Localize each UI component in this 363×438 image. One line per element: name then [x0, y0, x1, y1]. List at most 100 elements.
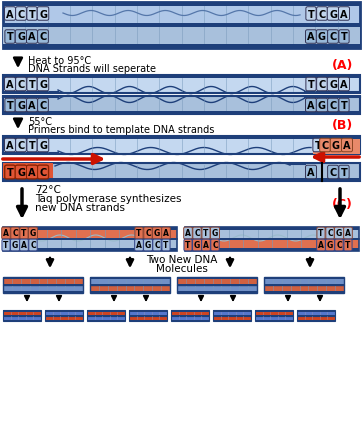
Bar — [3, 315, 41, 317]
Text: T: T — [7, 32, 13, 42]
Text: A: A — [136, 241, 142, 250]
Text: A: A — [203, 241, 209, 250]
Bar — [297, 315, 335, 317]
Bar — [3, 164, 53, 182]
Text: C: C — [17, 141, 25, 151]
Text: T: T — [340, 101, 347, 111]
Bar — [129, 310, 167, 312]
Text: A: A — [307, 32, 315, 42]
Text: C: C — [39, 101, 46, 111]
Bar — [3, 164, 360, 182]
Bar — [3, 277, 83, 279]
Bar — [87, 315, 125, 317]
Bar — [177, 291, 257, 293]
Bar — [177, 277, 257, 279]
Text: G: G — [329, 80, 337, 90]
Text: C: C — [17, 10, 25, 19]
Text: C: C — [30, 241, 36, 250]
Text: C: C — [154, 241, 160, 250]
Bar — [297, 310, 335, 316]
Text: T: T — [7, 101, 13, 111]
Bar — [129, 320, 167, 321]
Text: G: G — [12, 241, 18, 250]
Bar — [264, 291, 344, 293]
Text: A: A — [28, 168, 36, 177]
Bar — [3, 137, 360, 140]
Text: C: C — [329, 168, 337, 177]
Bar — [3, 45, 360, 49]
Text: A: A — [6, 10, 14, 19]
Text: A: A — [318, 241, 324, 250]
Text: DNA Strands will seperate: DNA Strands will seperate — [28, 64, 156, 74]
Bar — [297, 316, 335, 321]
Text: A: A — [340, 80, 348, 90]
Text: A: A — [28, 32, 36, 42]
Bar — [3, 137, 360, 155]
Bar — [90, 277, 170, 285]
Bar — [90, 285, 170, 293]
Bar — [3, 24, 360, 49]
Text: G: G — [318, 101, 326, 111]
Bar — [3, 227, 177, 230]
Bar — [3, 285, 83, 293]
Text: G: G — [17, 168, 25, 177]
Text: G: G — [30, 229, 36, 238]
Bar — [171, 315, 209, 317]
Text: C: C — [39, 168, 46, 177]
Bar — [171, 316, 209, 321]
Bar — [90, 291, 170, 293]
Text: T: T — [307, 10, 314, 19]
Text: T: T — [29, 141, 35, 151]
Text: T: T — [163, 241, 169, 250]
Text: G: G — [154, 229, 160, 238]
Text: G: G — [145, 241, 151, 250]
Text: C: C — [329, 101, 337, 111]
Bar — [3, 238, 177, 240]
Text: C: C — [145, 229, 151, 238]
Bar — [3, 248, 177, 251]
Bar — [90, 277, 170, 279]
Bar — [3, 179, 360, 182]
Bar — [129, 316, 167, 321]
Text: T: T — [29, 80, 35, 90]
Text: G: G — [194, 241, 200, 250]
Bar — [255, 315, 293, 317]
Bar — [3, 76, 360, 94]
Bar — [213, 320, 251, 321]
Bar — [177, 285, 257, 293]
Text: Primers bind to template DNA strands: Primers bind to template DNA strands — [28, 125, 215, 135]
Bar — [45, 320, 83, 321]
Bar — [45, 316, 83, 321]
Bar — [185, 227, 359, 230]
Bar — [264, 277, 344, 279]
Text: T: T — [340, 168, 347, 177]
Bar — [185, 227, 359, 240]
Text: T: T — [185, 241, 191, 250]
Text: G: G — [336, 229, 342, 238]
Text: T: T — [7, 168, 13, 177]
Bar — [3, 76, 360, 79]
Bar — [3, 24, 360, 28]
Text: T: T — [340, 32, 347, 42]
Text: A: A — [21, 241, 27, 250]
Bar — [177, 284, 257, 286]
Text: A: A — [3, 229, 9, 238]
Bar — [171, 320, 209, 321]
Text: T: T — [307, 80, 314, 90]
Bar — [129, 315, 167, 317]
Bar — [90, 284, 170, 286]
Bar — [213, 310, 251, 312]
Bar — [3, 277, 83, 285]
Text: C: C — [318, 10, 326, 19]
Text: T: T — [315, 141, 321, 151]
Bar — [3, 227, 177, 240]
Bar — [177, 277, 257, 285]
Text: C: C — [329, 32, 337, 42]
Bar — [87, 320, 125, 321]
Bar — [185, 240, 359, 251]
Text: G: G — [327, 241, 333, 250]
Bar — [255, 320, 293, 321]
Text: T: T — [203, 229, 209, 238]
Bar — [313, 137, 360, 155]
Text: C: C — [336, 241, 342, 250]
